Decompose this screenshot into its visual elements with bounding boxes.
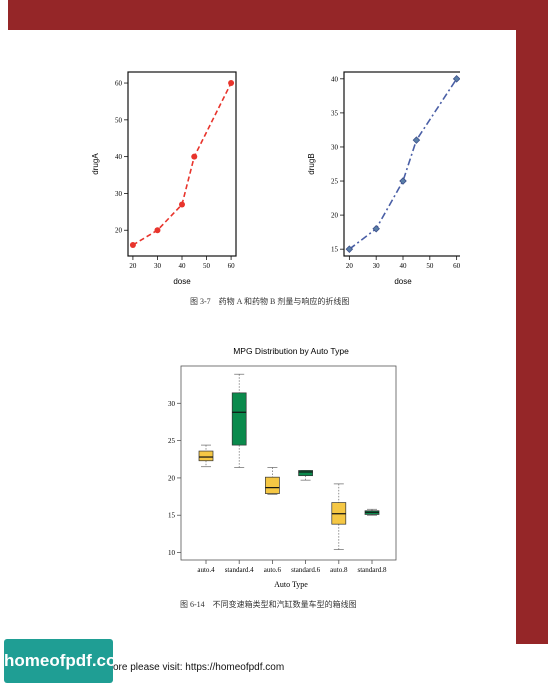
y-tick-label: 50: [115, 116, 123, 124]
x-tick-label: 30: [373, 262, 381, 270]
data-point: [412, 136, 421, 144]
box-iqr: [231, 392, 247, 446]
box-standard.6: [298, 470, 313, 481]
y-tick-label: 60: [115, 80, 123, 88]
x-axis-label: dose: [394, 277, 412, 286]
chart-title: MPG Distribution by Auto Type: [233, 346, 349, 356]
drugB-line-chart: 20 30 40 50 60 15 20 25 30 35 40 dose drugB: [307, 71, 460, 286]
data-point: [399, 177, 407, 185]
data-point: [154, 227, 161, 234]
x-tick-label: 40: [179, 262, 187, 270]
x-tick-label: standard.8: [358, 566, 387, 574]
data-point: [372, 224, 380, 233]
figure-caption-3-7: 图 3-7 药物 A 和药物 B 剂量与响应的折线图: [190, 297, 350, 306]
y-tick-label: 30: [331, 143, 339, 151]
y-tick-label: 25: [331, 178, 339, 186]
x-tick-label: 30: [154, 262, 162, 270]
box-iqr: [265, 476, 280, 494]
x-tick-label: auto.6: [264, 566, 282, 574]
y-tick-label: 15: [331, 246, 339, 254]
data-point: [191, 153, 198, 160]
x-tick-label: 20: [346, 262, 354, 270]
box-standard.4: [231, 373, 247, 468]
box-iqr: [298, 470, 313, 477]
top-border-band: [8, 0, 548, 30]
figure-caption-6-14: 图 6-14 不同变速箱类型和汽缸数量车型的箱线图: [180, 600, 357, 609]
drugA-line-chart: 20 30 40 50 60 20 30 40 50 60 dose drugA: [91, 71, 237, 286]
visit-link-text[interactable]: ore please visit: https://homeofpdf.com: [113, 662, 285, 673]
x-tick-label: standard.4: [225, 566, 254, 574]
y-axis-label: drugA: [91, 153, 100, 175]
data-point: [345, 245, 354, 253]
drugB-series-line: [348, 78, 458, 250]
book-page: [8, 30, 516, 644]
plot-frame: [180, 365, 397, 561]
box-auto.4: [198, 444, 214, 468]
x-tick-label: auto.4: [197, 566, 215, 574]
y-tick-label: 40: [331, 75, 339, 83]
x-tick-label: 40: [400, 262, 408, 270]
right-border-band: [516, 30, 548, 684]
plot-frame: [343, 71, 460, 257]
y-tick-label: 30: [168, 400, 176, 408]
plot-frame: [127, 71, 237, 257]
y-tick-label: 10: [168, 549, 176, 557]
y-tick-label: 20: [331, 212, 339, 220]
x-tick-label: auto.8: [330, 566, 348, 574]
x-tick-label: 60: [453, 262, 460, 270]
data-point: [129, 241, 136, 248]
y-axis-label: drugB: [307, 153, 316, 174]
data-point: [452, 75, 460, 83]
x-tick-label: 50: [426, 262, 434, 270]
x-tick-label: 60: [228, 262, 236, 270]
drugA-series-line: [132, 82, 232, 246]
y-tick-label: 15: [168, 512, 176, 520]
brand-logo[interactable]: homeofpdf.com: [4, 639, 132, 683]
box-standard.8: [364, 508, 380, 516]
box-auto.8: [331, 483, 347, 550]
data-point: [228, 80, 235, 87]
box-iqr: [198, 450, 214, 462]
x-tick-label: 50: [203, 262, 211, 270]
y-tick-label: 30: [115, 190, 123, 198]
x-tick-label: 20: [129, 262, 137, 270]
y-tick-label: 40: [115, 153, 123, 161]
x-tick-label: standard.6: [291, 566, 320, 574]
data-point: [179, 201, 185, 208]
x-axis-label: dose: [173, 277, 191, 286]
x-axis-label: Auto Type: [274, 580, 308, 589]
y-tick-label: 20: [168, 474, 176, 482]
box-auto.6: [265, 467, 280, 495]
y-tick-label: 35: [331, 109, 339, 117]
y-tick-label: 20: [115, 227, 123, 235]
y-tick-label: 25: [168, 437, 176, 445]
mpg-boxplot: MPG Distribution by Auto Type auto.4 stan…: [168, 346, 397, 589]
